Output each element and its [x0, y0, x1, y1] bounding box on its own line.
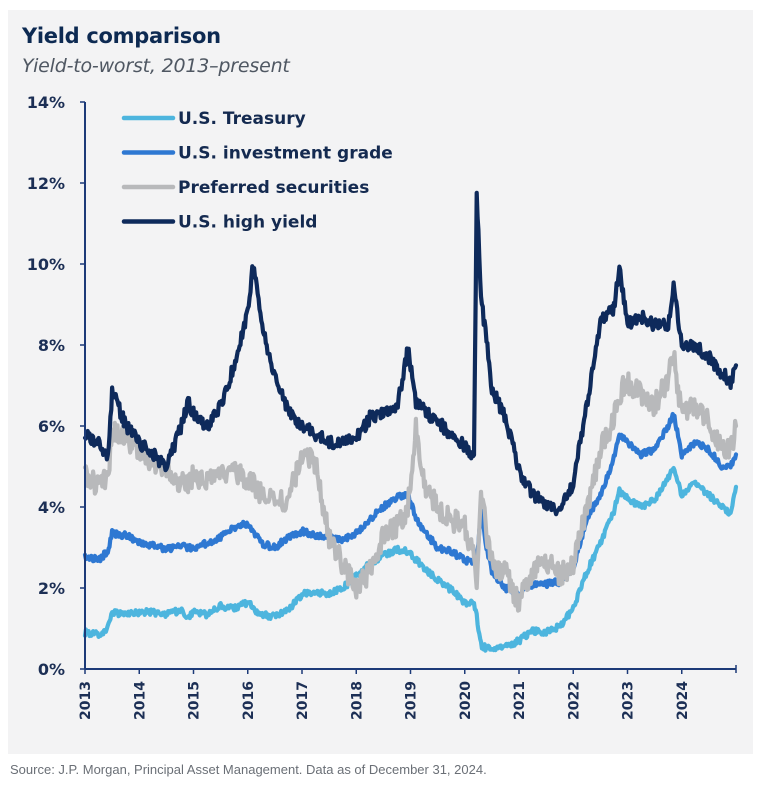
y-tick-label: 10%	[27, 255, 65, 274]
legend: U.S. Treasury U.S. investment grade Prefer…	[121, 109, 393, 233]
y-tick-label: 6%	[38, 417, 65, 436]
y-tick-label: 0%	[38, 660, 65, 679]
legend-label: U.S. Treasury	[178, 109, 306, 129]
series-line-preferred-securities	[82, 350, 739, 613]
legend-label: U.S. high yield	[178, 213, 317, 233]
legend-item: U.S. investment grade	[121, 144, 393, 164]
x-tick-label: 2021	[512, 681, 528, 720]
legend-item: U.S. Treasury	[121, 109, 306, 129]
x-tick-label: 2022	[566, 681, 582, 720]
legend-label: U.S. investment grade	[178, 144, 393, 164]
x-tick-label: 2013	[78, 681, 94, 720]
x-tick-label: 2017	[295, 681, 311, 720]
y-tick-label: 2%	[38, 579, 65, 598]
y-tick-label: 4%	[38, 498, 65, 517]
y-tick-label: 14%	[27, 93, 65, 112]
x-tick-label: 2015	[187, 681, 203, 720]
x-tick-label: 2020	[458, 681, 474, 720]
legend-item: Preferred securities	[121, 178, 369, 198]
x-tick-label: 2016	[241, 681, 257, 720]
axes-layer: 0% 2% 4% 6% 8% 10% 12% 14% 2013 2014 2015 2016 2017 2…	[27, 93, 737, 720]
x-tick-label: 2014	[132, 681, 148, 720]
series-line-u-s-treasury	[82, 465, 739, 653]
y-tick-label: 12%	[27, 174, 65, 193]
series-line-u-s-investment-grade	[82, 411, 739, 599]
series-layer	[82, 190, 739, 653]
x-tick-label: 2019	[404, 681, 420, 720]
x-tick-label: 2024	[675, 681, 691, 720]
legend-item: U.S. high yield	[121, 213, 317, 233]
chart-title: Yield comparison	[22, 24, 221, 48]
series-line-u-s-high-yield	[82, 190, 739, 517]
x-tick-label: 2023	[621, 681, 637, 720]
source-note: Source: J.P. Morgan, Principal Asset Man…	[10, 762, 487, 777]
legend-label: Preferred securities	[178, 178, 369, 198]
chart-subtitle: Yield-to-worst, 2013–present	[22, 55, 290, 77]
x-tick-label: 2018	[349, 681, 365, 720]
y-tick-label: 8%	[38, 336, 65, 355]
